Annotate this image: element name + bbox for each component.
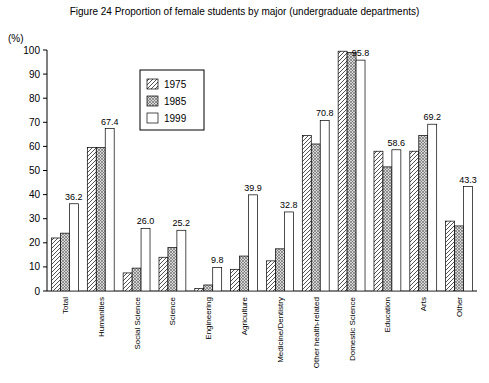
bar xyxy=(302,136,311,291)
legend-swatch xyxy=(147,96,158,106)
title: Figure 24 Proportion of female students … xyxy=(70,6,420,17)
data-label: 32.8 xyxy=(280,200,298,210)
bar xyxy=(266,261,275,291)
bar xyxy=(347,52,356,291)
data-label: 36.2 xyxy=(65,192,83,202)
legend-label: 1999 xyxy=(164,113,187,124)
x-tick-label: Education xyxy=(383,297,392,333)
x-tick-label: Humanities xyxy=(97,297,106,337)
bar xyxy=(177,230,186,291)
data-label: 58.6 xyxy=(388,138,406,148)
data-label: 9.8 xyxy=(211,255,224,265)
bar xyxy=(320,120,329,291)
data-label: 39.9 xyxy=(244,183,262,193)
data-label: 67.4 xyxy=(101,117,119,127)
chart: Figure 24 Proportion of female students … xyxy=(0,0,489,383)
y-tick-label: 0 xyxy=(34,286,40,297)
y-tick-label: 70 xyxy=(29,117,41,128)
legend-label: 1985 xyxy=(164,96,187,107)
y-tick-label: 30 xyxy=(29,213,41,224)
bar xyxy=(204,285,213,291)
x-tick-label: Agriculture xyxy=(240,296,249,335)
y-tick-label: 100 xyxy=(23,45,40,56)
legend: 1975 1985 1999 xyxy=(140,70,204,130)
bar xyxy=(338,51,347,291)
bar xyxy=(410,151,419,291)
bar xyxy=(132,268,141,291)
y-tick xyxy=(43,242,47,243)
bar xyxy=(284,212,293,291)
bar xyxy=(446,221,455,291)
bar xyxy=(392,150,401,291)
bar xyxy=(105,129,114,291)
x-tick-label: Science xyxy=(168,296,177,325)
bar xyxy=(168,248,177,291)
y-tick-label: 50 xyxy=(29,165,41,176)
y-tick xyxy=(43,194,47,195)
legend-label: 1975 xyxy=(164,79,187,90)
data-label: 69.2 xyxy=(423,112,441,122)
x-tick-label: Social Science xyxy=(133,296,142,349)
bar xyxy=(195,289,204,291)
y-tick xyxy=(43,74,47,75)
legend-swatch xyxy=(147,113,158,123)
y-tick xyxy=(43,266,47,267)
y-tick-label: 80 xyxy=(29,93,41,104)
bar xyxy=(428,124,437,291)
bar xyxy=(356,60,365,291)
bar xyxy=(249,195,258,291)
y-tick xyxy=(43,122,47,123)
data-label: 70.8 xyxy=(316,108,334,118)
bar xyxy=(60,233,69,291)
y-tick-label: 10 xyxy=(29,261,41,272)
y-tick xyxy=(43,98,47,99)
bar xyxy=(240,256,249,291)
y-tick-label: 60 xyxy=(29,141,41,152)
data-label: 26.0 xyxy=(137,216,155,226)
bar xyxy=(419,136,428,291)
bar xyxy=(123,273,132,291)
x-tick-label: Other health-related xyxy=(312,297,321,368)
bar xyxy=(464,187,473,291)
bar xyxy=(87,148,96,291)
bar xyxy=(275,249,284,291)
y-tick xyxy=(43,218,47,219)
data-label: 25.2 xyxy=(173,218,191,228)
bar xyxy=(213,267,222,291)
data-labels: 36.2 67.4 26.0 25.2 9.8 39.9 32.8 70.8 95.8 58.6 6… xyxy=(65,48,477,265)
data-label: 95.8 xyxy=(352,48,370,58)
bar xyxy=(51,238,60,291)
x-tick-label: Arts xyxy=(419,297,428,311)
legend-box xyxy=(140,70,204,130)
data-label: 43.3 xyxy=(459,175,477,185)
bar xyxy=(159,257,168,291)
y-tick xyxy=(43,291,47,292)
x-tick-label: Medicine/Dentistry xyxy=(276,297,285,363)
bar xyxy=(374,151,383,291)
bar xyxy=(69,204,78,291)
bar xyxy=(141,228,150,291)
y-tick xyxy=(43,146,47,147)
bar xyxy=(311,144,320,291)
y-tick xyxy=(43,170,47,171)
y-axis-label: (%) xyxy=(8,33,24,44)
x-tick-label: Other xyxy=(455,297,464,317)
y-tick-label: 20 xyxy=(29,237,41,248)
y-tick-label: 90 xyxy=(29,69,41,80)
bar xyxy=(231,269,240,291)
bar xyxy=(455,226,464,291)
x-tick-label: Total xyxy=(61,297,70,314)
bar xyxy=(96,148,105,291)
y-tick-label: 40 xyxy=(29,189,41,200)
x-tick-label: Engineering xyxy=(204,297,213,340)
bar xyxy=(383,167,392,291)
y-tick xyxy=(43,50,47,51)
bars xyxy=(51,51,472,291)
x-tick-label: Domestic Science xyxy=(348,296,357,361)
legend-swatch xyxy=(147,79,158,89)
